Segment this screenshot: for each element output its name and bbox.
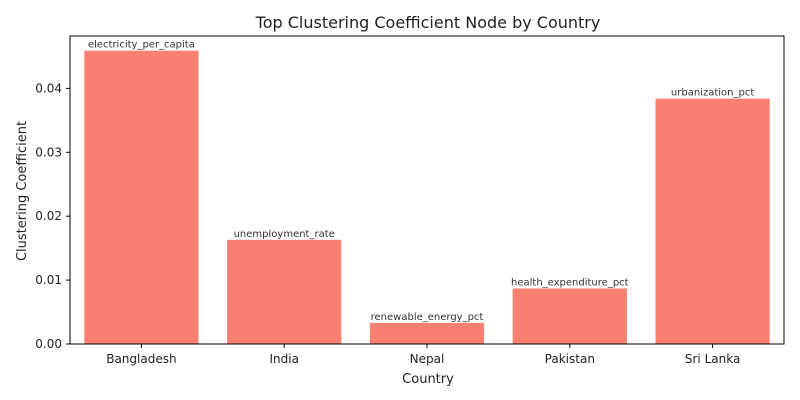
x-tick-label: Pakistan [545, 352, 595, 366]
x-axis-label: Country [402, 372, 454, 387]
axes-frame [69, 35, 785, 345]
y-tick-label: 0.02 [35, 209, 62, 223]
x-tick-label: India [269, 352, 298, 366]
y-tick-label: 0.03 [35, 145, 62, 159]
bar-data-label: renewable_energy_pct [371, 312, 484, 323]
x-tick-label: Sri Lanka [685, 352, 740, 366]
bar-data-label: health_expenditure_pct [511, 277, 629, 288]
bar-sri-lanka [655, 98, 770, 344]
y-tick-label: 0.00 [35, 337, 62, 351]
y-tick-label: 0.01 [35, 273, 62, 287]
bar-pakistan [512, 288, 627, 344]
bar-nepal [369, 322, 485, 344]
y-axis-label: Clustering Coefficient [15, 121, 30, 261]
bar-data-label: urbanization_pct [671, 88, 754, 99]
plot-area: electricity_per_capita Bangladesh unemploy… [35, 35, 785, 366]
bar-data-label: unemployment_rate [234, 229, 335, 240]
x-tick-label: Bangladesh [106, 352, 176, 366]
bar-bangladesh [84, 50, 199, 345]
bar-india [227, 239, 342, 344]
y-tick-label: 0.04 [35, 81, 62, 95]
bar-data-label: electricity_per_capita [88, 40, 195, 51]
chart-title: Top Clustering Coefficient Node by Count… [255, 13, 601, 32]
x-tick-label: Nepal [410, 352, 445, 366]
